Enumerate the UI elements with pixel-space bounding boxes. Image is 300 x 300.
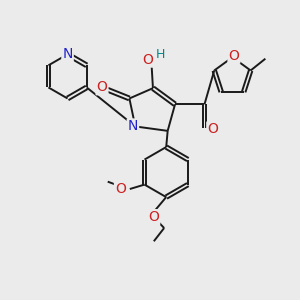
Text: O: O bbox=[97, 80, 107, 94]
Text: N: N bbox=[128, 119, 138, 134]
Text: H: H bbox=[156, 48, 166, 61]
Text: N: N bbox=[62, 47, 73, 61]
Text: O: O bbox=[142, 52, 153, 67]
Text: O: O bbox=[229, 49, 239, 63]
Text: O: O bbox=[115, 182, 126, 196]
Text: O: O bbox=[207, 122, 218, 136]
Text: O: O bbox=[148, 210, 159, 224]
